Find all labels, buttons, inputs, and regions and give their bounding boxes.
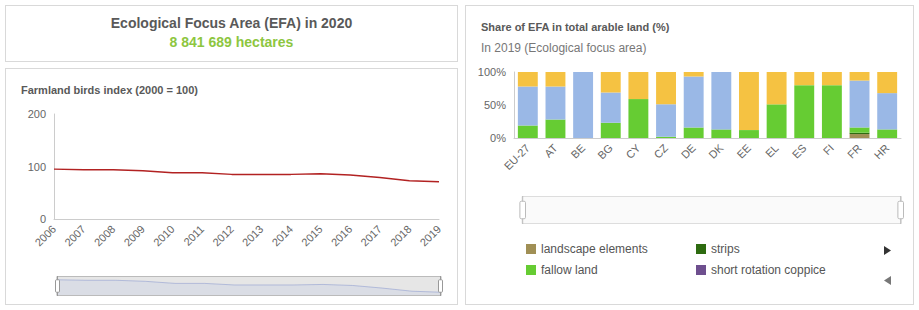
svg-text:0%: 0% (490, 132, 506, 144)
svg-text:2009: 2009 (121, 223, 147, 249)
svg-text:BG: BG (595, 142, 615, 162)
svg-text:2016: 2016 (329, 223, 355, 249)
svg-text:2015: 2015 (299, 223, 325, 249)
svg-text:2013: 2013 (240, 223, 266, 249)
svg-text:BE: BE (569, 142, 588, 161)
svg-text:CZ: CZ (651, 142, 670, 161)
svg-text:FI: FI (821, 142, 836, 157)
svg-text:2006: 2006 (32, 223, 58, 249)
svg-text:2018: 2018 (388, 223, 414, 249)
svg-text:FR: FR (845, 142, 864, 161)
svg-text:0: 0 (40, 213, 46, 225)
svg-text:ES: ES (790, 142, 809, 161)
svg-text:100%: 100% (478, 66, 506, 78)
svg-text:strips: strips (711, 242, 740, 256)
svg-text:AT: AT (542, 142, 560, 160)
svg-text:50%: 50% (484, 99, 506, 111)
html-text:8 841 689 hectares: 8 841 689 hectares (169, 34, 294, 50)
html-text:Ecological Focus Area (EFA) in: Ecological Focus Area (EFA) in 2020 (110, 15, 353, 31)
svg-text:EE: EE (734, 142, 753, 161)
svg-text:Farmland birds index (2000 = 1: Farmland birds index (2000 = 100) (21, 84, 198, 96)
svg-text:CY: CY (623, 141, 643, 161)
svg-text:EU-27: EU-27 (502, 142, 533, 173)
svg-text:DK: DK (706, 141, 726, 161)
svg-text:In 2019 (Ecological focus area: In 2019 (Ecological focus area) (481, 41, 646, 55)
svg-text:100: 100 (28, 161, 46, 173)
svg-text:HR: HR (872, 142, 892, 162)
svg-text:2008: 2008 (92, 223, 118, 249)
svg-text:2017: 2017 (358, 223, 384, 249)
svg-text:200: 200 (28, 108, 46, 120)
svg-text:2007: 2007 (62, 223, 88, 249)
svg-text:2011: 2011 (181, 223, 206, 248)
svg-text:2019: 2019 (417, 223, 443, 249)
svg-text:Share of EFA in total arable l: Share of EFA in total arable land (%) (481, 21, 670, 33)
svg-text:DE: DE (679, 142, 698, 161)
svg-text:short rotation coppice: short rotation coppice (711, 263, 826, 277)
svg-text:fallow land: fallow land (541, 263, 598, 277)
svg-text:2010: 2010 (151, 223, 177, 249)
svg-text:2014: 2014 (269, 223, 295, 249)
svg-text:EL: EL (763, 142, 781, 160)
svg-text:landscape elements: landscape elements (541, 242, 648, 256)
svg-text:2012: 2012 (210, 223, 236, 249)
